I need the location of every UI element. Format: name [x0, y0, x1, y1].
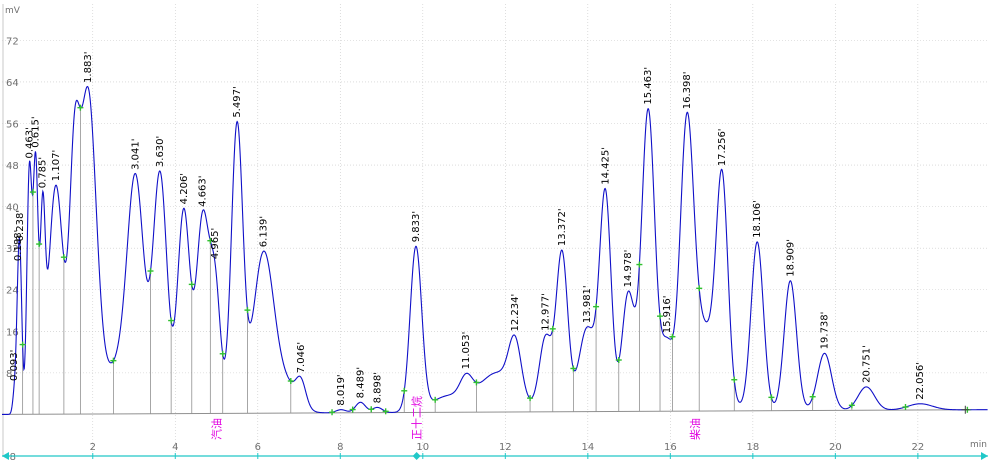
x-unit-label: min: [970, 440, 987, 450]
x-axis-arrow-right: [981, 452, 988, 460]
peak-label: 0.093': [9, 350, 20, 381]
peak-label: 3.041': [131, 138, 142, 169]
peak-label: 3.630': [155, 136, 166, 167]
integration-baseline: [1, 409, 972, 415]
peak-label: 0.463': [24, 127, 35, 158]
y-tick-label: 72: [6, 36, 19, 47]
peak-label: 18.106': [752, 200, 763, 238]
annotation-label: 正十二烷: [410, 396, 424, 440]
peak-label: 5.497': [232, 86, 243, 117]
peak-label: 4.206': [179, 173, 190, 204]
y-tick-label: 40: [6, 203, 19, 214]
integration-markers: [19, 104, 971, 416]
peak-label: 11.053': [461, 332, 472, 370]
peak-label: 4.965': [210, 228, 221, 259]
grid-lines: [2, 4, 988, 456]
annotations: 汽油 正十二烷柴油: [210, 396, 703, 440]
peak-label: 17.256': [717, 128, 728, 166]
annotation-label: 汽油: [210, 418, 224, 440]
annotation-label: 柴油: [688, 418, 702, 440]
peak-label: 0.785': [38, 157, 49, 188]
axis-diamond-marker: [412, 452, 421, 460]
y-tick-label: 64: [6, 78, 19, 89]
peak-labels: 0.093' 0.188'0.238' 0.463'0.615' 0.785' 1.10…: [9, 52, 926, 406]
y-tick-label: 32: [6, 244, 19, 255]
end-marker: [961, 405, 970, 414]
peak-label: 6.139': [259, 216, 270, 247]
peak-label: 0.615': [31, 116, 42, 147]
y-tick-label: 16: [6, 327, 19, 338]
x-tick-label: 22: [911, 442, 924, 453]
y-unit-label: mV: [5, 6, 21, 16]
peak-label: 0.188': [13, 230, 24, 261]
peak-label: 8.489': [355, 367, 366, 398]
peak-label: 8.898': [372, 372, 383, 403]
peak-label: 12.234': [510, 294, 521, 332]
x-tick-label: 12: [499, 442, 512, 453]
baseline-line: [1, 409, 972, 415]
peak-label: 20.751': [861, 345, 872, 383]
x-axis-arrow-left: [2, 452, 9, 460]
peak-label: 16.398': [682, 71, 693, 109]
signal-trace: [1, 85, 988, 415]
peak-label: 14.425': [600, 147, 611, 185]
x-tick-label: 10: [416, 442, 429, 453]
peak-label: 15.463': [643, 67, 654, 105]
peak-label: 7.046': [296, 342, 307, 373]
peak-label: 15.916': [662, 296, 673, 334]
y-tick-label: 8: [6, 369, 12, 380]
peak-label: 12.977': [541, 293, 552, 331]
peak-label: 9.833': [411, 211, 422, 242]
peak-label: 0.238': [15, 210, 26, 241]
peak-label: 13.981': [582, 285, 593, 323]
x-tick-label: 6: [255, 442, 261, 453]
peak-label: 22.056': [915, 362, 926, 400]
peak-label: 18.909': [785, 239, 796, 277]
x-tick-label: 8: [337, 442, 343, 453]
y-tick-label: 24: [6, 286, 19, 297]
peak-label: 8.019': [336, 374, 347, 405]
peak-label: 19.738': [820, 312, 831, 350]
peak-drop-lines: [22, 107, 968, 415]
peak-label: 14.978': [623, 250, 634, 288]
y-tick-label: 56: [6, 119, 19, 130]
x-tick-label: 2: [90, 442, 96, 453]
peak-label: 1.107': [51, 150, 62, 181]
x-tick-label: 4: [172, 442, 178, 453]
peak-label: 13.372': [557, 208, 568, 246]
x-tick-label: 18: [746, 442, 759, 453]
y-tick-label: -8: [6, 452, 16, 463]
x-tick-label: 16: [664, 442, 677, 453]
peak-label: 4.663': [198, 176, 209, 207]
x-tick-label: 20: [829, 442, 842, 453]
y-tick-label: 48: [6, 161, 19, 172]
peak-label: 1.883': [83, 52, 94, 83]
x-tick-label: 14: [581, 442, 594, 453]
